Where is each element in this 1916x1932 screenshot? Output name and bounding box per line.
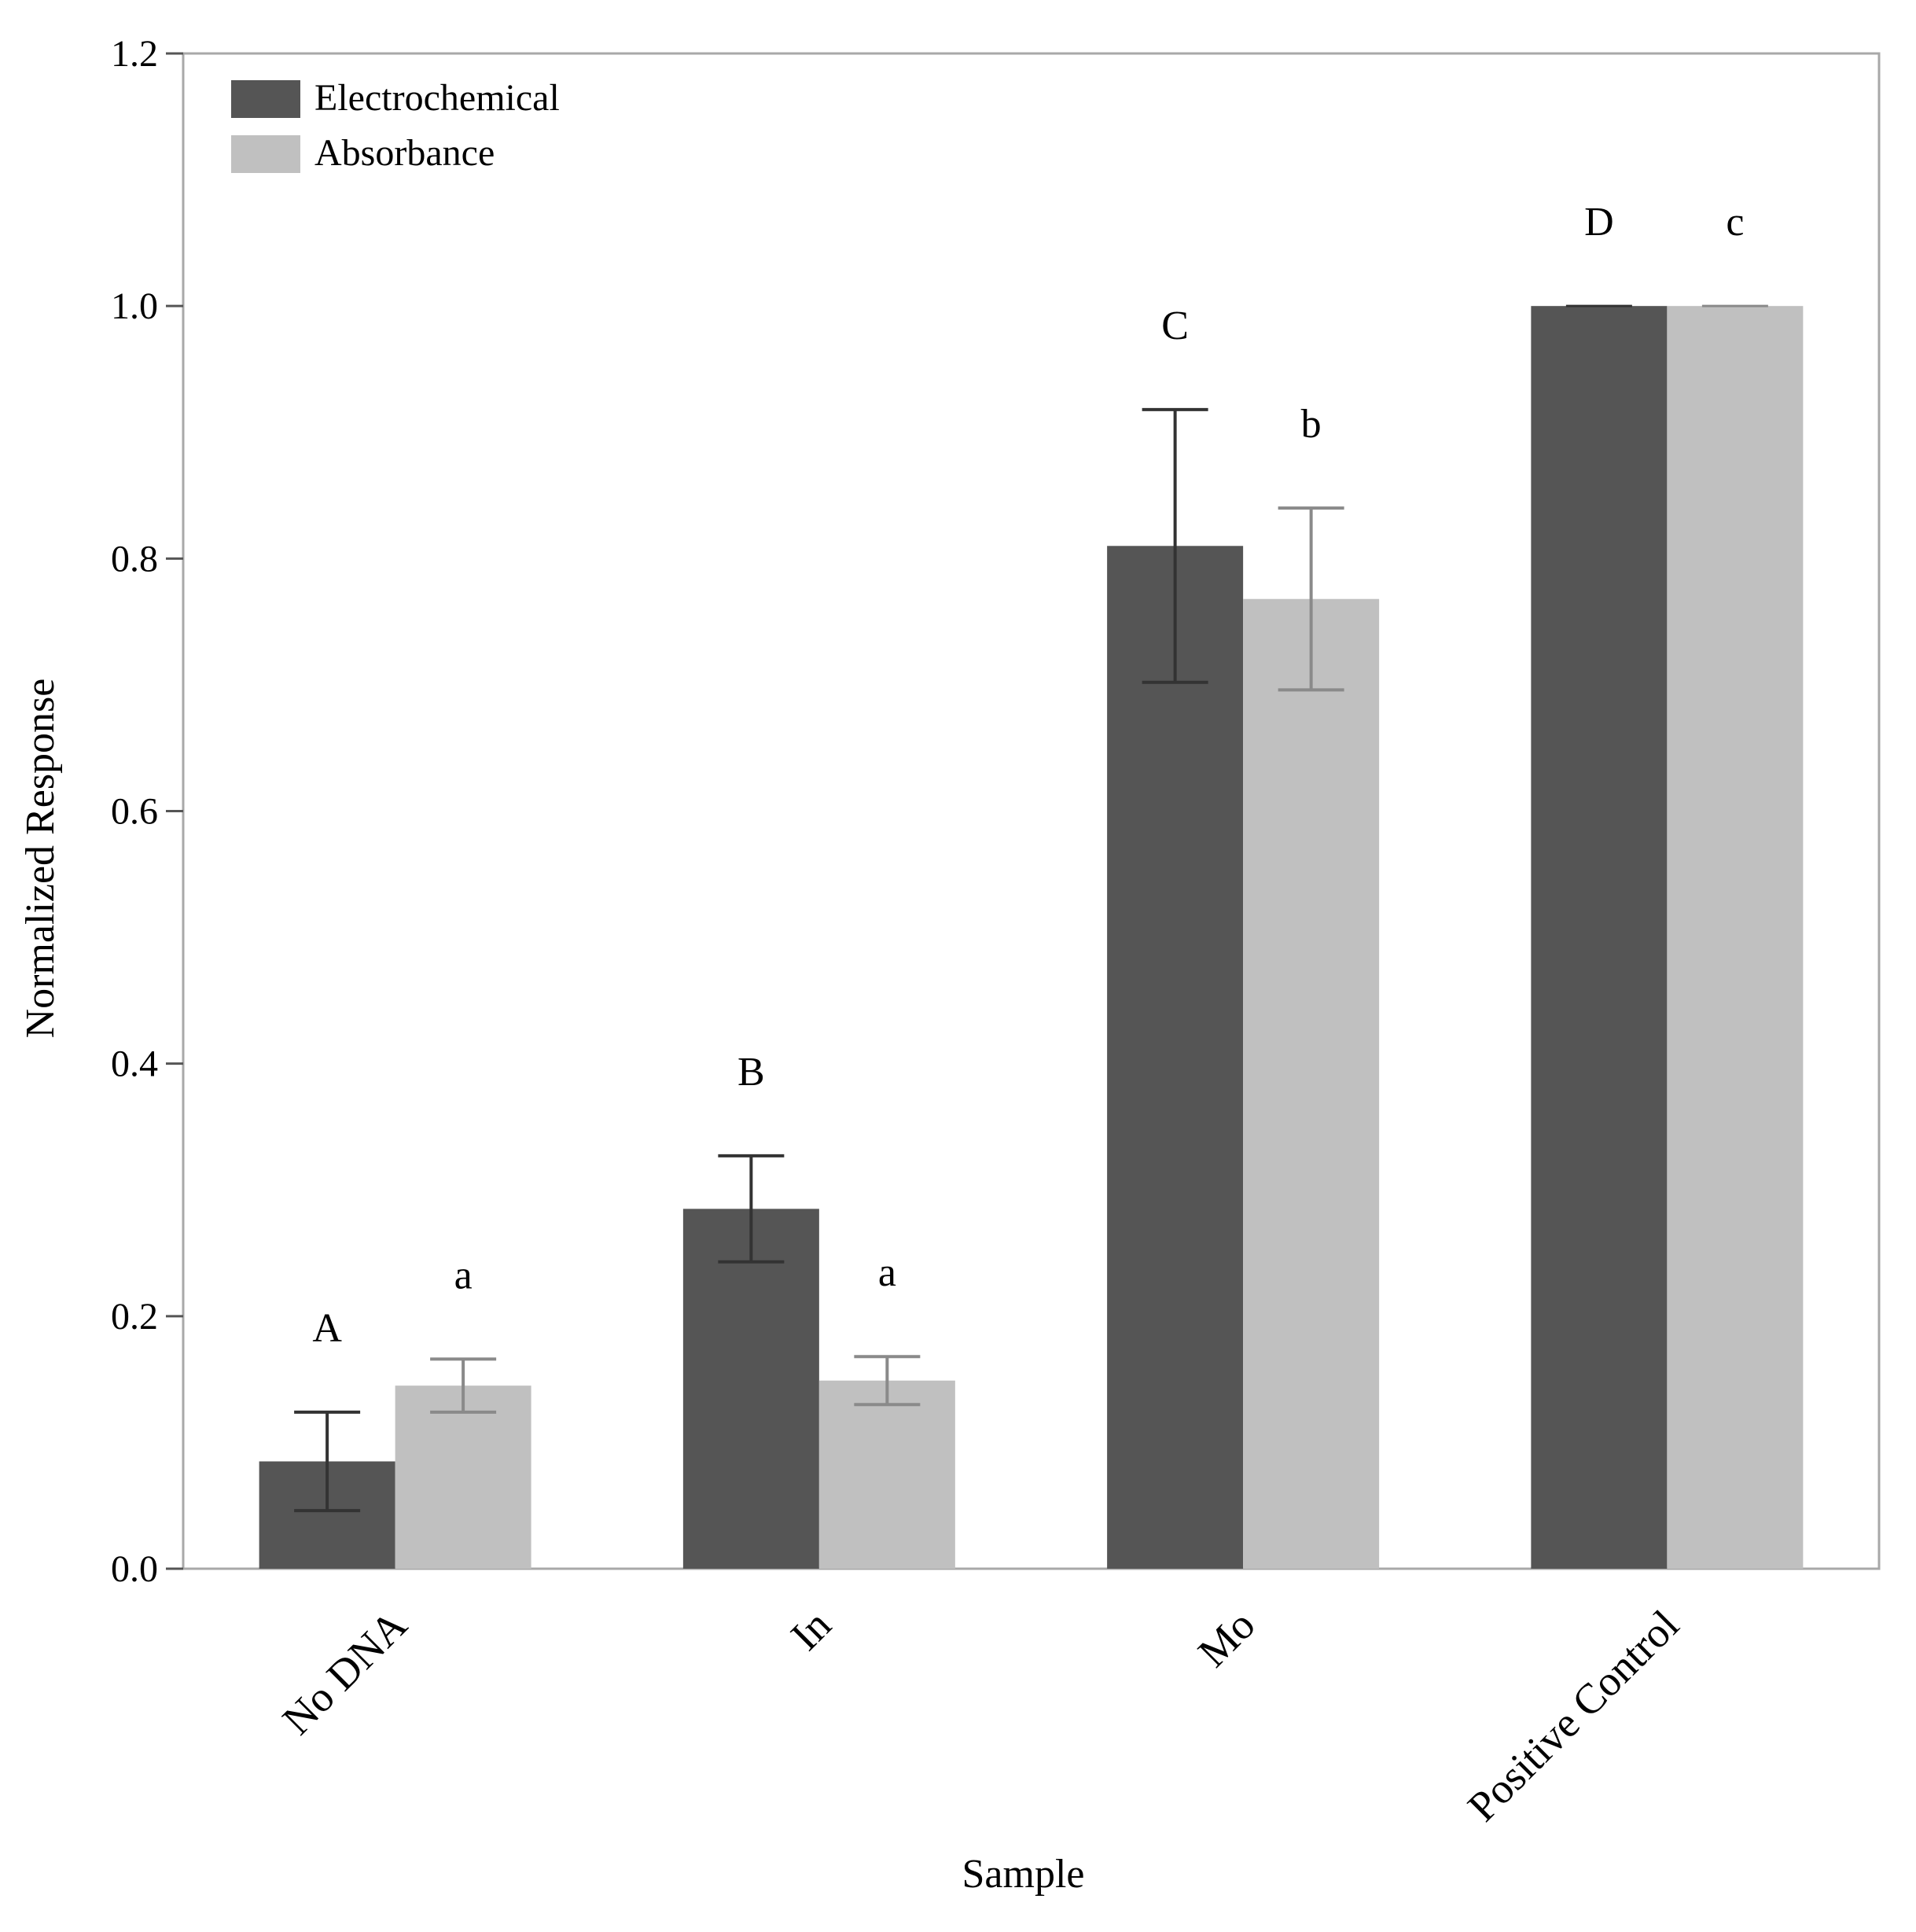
bar-absorbance: [1667, 306, 1804, 1570]
significance-label: B: [737, 1050, 765, 1095]
x-tick-label: Positive Control: [1458, 1601, 1688, 1831]
x-axis-title: Sample: [962, 1852, 1085, 1897]
y-tick-label: 0.8: [111, 538, 158, 580]
legend-swatch-electrochemical: [231, 80, 300, 118]
bar-electrochemical: [682, 1209, 819, 1569]
y-axis-title: Normalized Response: [18, 679, 63, 1039]
bar-electrochemical: [1531, 306, 1668, 1570]
x-tick-label: Mo: [1189, 1601, 1263, 1676]
significance-label: a: [454, 1253, 473, 1297]
bar-absorbance: [818, 1380, 955, 1569]
significance-label: a: [878, 1250, 896, 1295]
significance-label: A: [312, 1306, 342, 1351]
y-tick-label: 0.4: [111, 1043, 158, 1085]
y-tick-label: 0.6: [111, 791, 158, 833]
y-tick-label: 0.0: [111, 1548, 158, 1590]
legend-label: Electrochemical: [314, 77, 560, 119]
bar-electrochemical: [1107, 546, 1244, 1569]
legend-label: Absorbance: [314, 132, 495, 174]
significance-label: b: [1301, 402, 1322, 447]
x-tick-label: No DNA: [274, 1601, 416, 1743]
significance-label: C: [1161, 304, 1189, 348]
significance-label: D: [1584, 200, 1614, 245]
y-tick-label: 0.2: [111, 1296, 158, 1338]
legend-swatch-absorbance: [231, 135, 300, 173]
x-tick-label: In: [781, 1601, 840, 1659]
y-tick-label: 1.2: [111, 33, 158, 75]
significance-label: c: [1726, 200, 1744, 245]
y-tick-label: 1.0: [111, 285, 158, 327]
bar-absorbance: [1243, 598, 1380, 1569]
bar-absorbance: [395, 1386, 531, 1569]
